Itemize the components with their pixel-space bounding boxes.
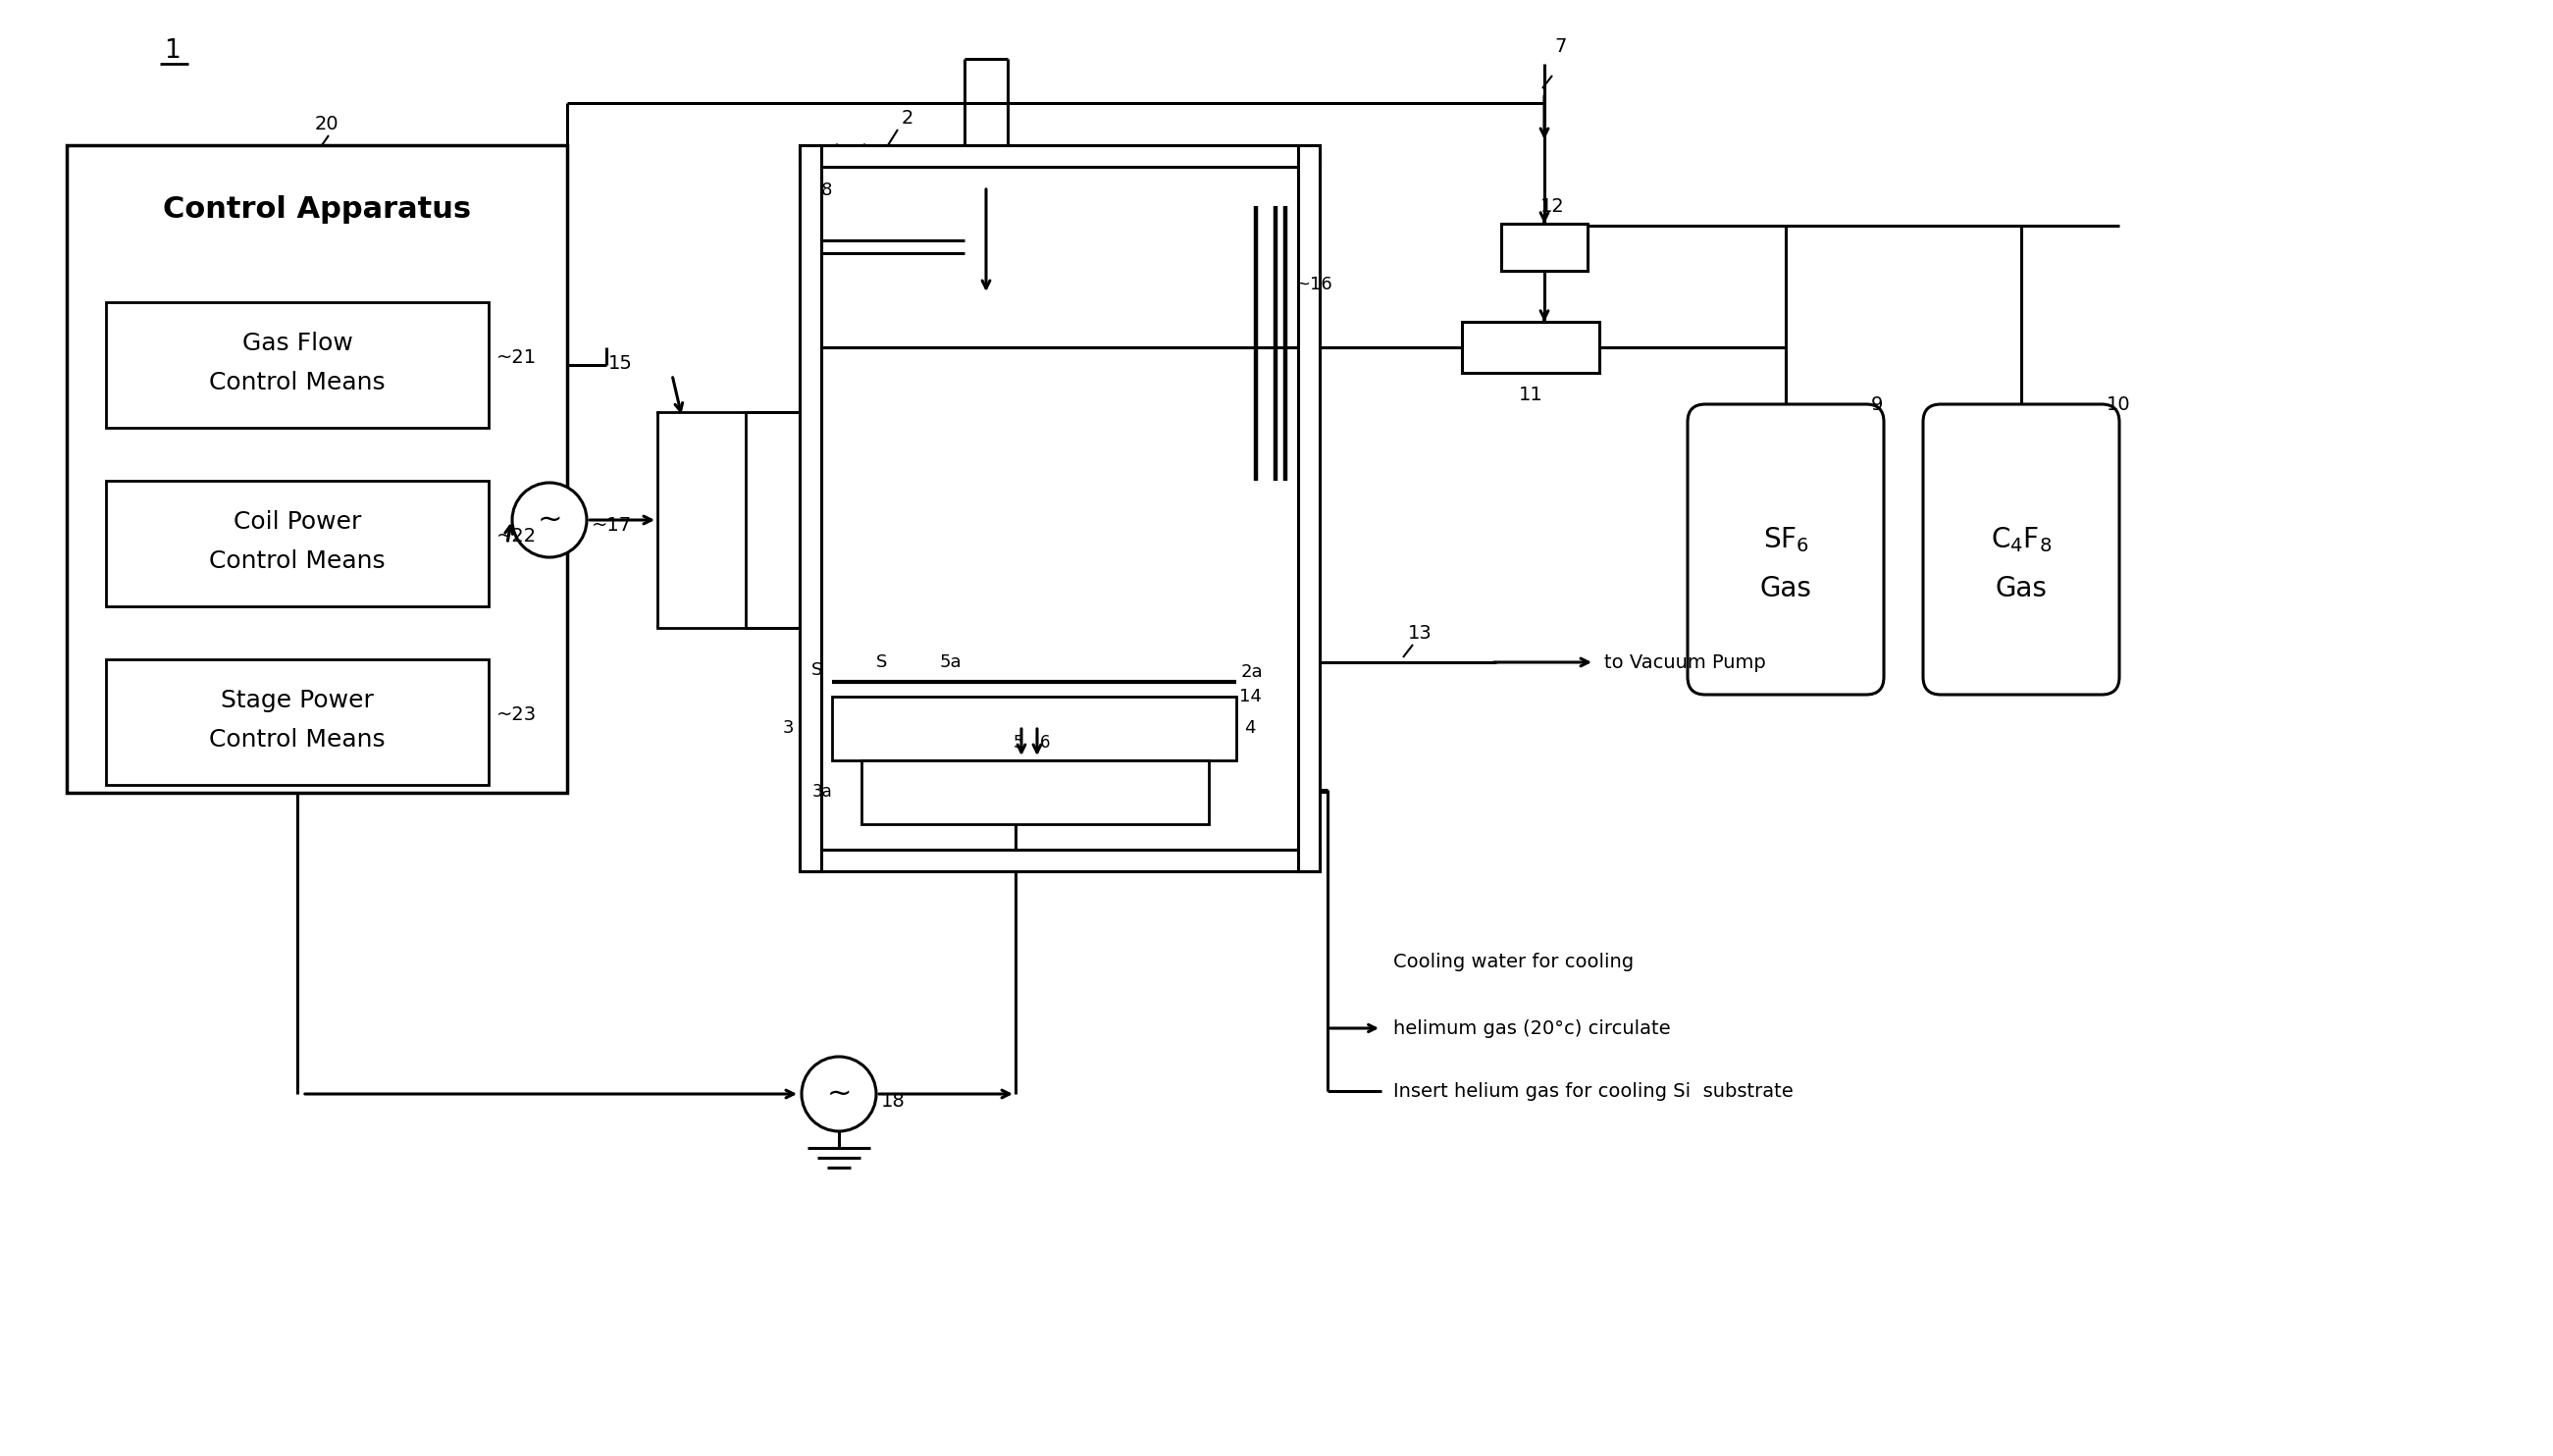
FancyBboxPatch shape [1922, 405, 2119, 695]
Text: 20: 20 [314, 115, 340, 132]
Bar [1463, 322, 1598, 373]
Bar [860, 760, 1208, 824]
Text: 3: 3 [781, 719, 794, 737]
Text: Insert helium gas for cooling Si  substrate: Insert helium gas for cooling Si substra… [1394, 1082, 1792, 1101]
Bar [107, 480, 488, 606]
Text: 12: 12 [1539, 197, 1565, 215]
Text: 18: 18 [881, 1092, 906, 1111]
Bar [799, 850, 1320, 871]
Bar [1501, 224, 1588, 271]
FancyBboxPatch shape [1688, 405, 1884, 695]
Text: 6: 6 [1039, 734, 1049, 751]
Text: ~: ~ [827, 1080, 850, 1108]
Bar [656, 412, 745, 628]
Text: Gas: Gas [1996, 575, 2048, 603]
Text: Gas Flow: Gas Flow [243, 332, 352, 355]
Text: ~: ~ [536, 505, 562, 534]
Bar [66, 146, 567, 792]
Bar [107, 660, 488, 785]
Text: Cooling water for cooling: Cooling water for cooling [1394, 952, 1634, 971]
Text: ~16: ~16 [1294, 275, 1333, 293]
Text: 15: 15 [608, 354, 633, 373]
Circle shape [513, 483, 587, 558]
Text: 10: 10 [2106, 395, 2132, 414]
Text: Control Means: Control Means [209, 728, 386, 751]
Text: 5a: 5a [940, 654, 962, 671]
Text: S: S [812, 661, 822, 678]
Text: 7: 7 [1555, 36, 1568, 55]
Text: 11: 11 [1519, 384, 1542, 403]
Text: 8: 8 [822, 182, 832, 199]
Text: C$_4$F$_8$: C$_4$F$_8$ [1991, 526, 2053, 555]
Text: SF$_6$: SF$_6$ [1762, 526, 1808, 555]
Text: 3a: 3a [812, 783, 832, 801]
Text: 5: 5 [1014, 734, 1024, 751]
Circle shape [802, 1057, 876, 1131]
Text: 14: 14 [1238, 687, 1261, 706]
Bar [107, 303, 488, 428]
Bar [799, 146, 822, 871]
Bar [799, 146, 1320, 167]
Text: 2a: 2a [1241, 664, 1264, 681]
Text: 9: 9 [1871, 395, 1884, 414]
Text: to Vacuum Pump: to Vacuum Pump [1603, 652, 1767, 671]
Text: ~21: ~21 [495, 348, 536, 367]
Text: 1: 1 [163, 38, 179, 64]
Text: Control Apparatus: Control Apparatus [163, 195, 470, 223]
Text: Control Means: Control Means [209, 371, 386, 395]
Text: ~22: ~22 [495, 527, 536, 545]
Text: Control Means: Control Means [209, 549, 386, 574]
Text: helimum gas (20°c) circulate: helimum gas (20°c) circulate [1394, 1019, 1670, 1038]
Text: ~23: ~23 [495, 705, 536, 724]
Text: ~17: ~17 [592, 515, 633, 534]
Text: Coil Power: Coil Power [232, 510, 363, 534]
Text: 4: 4 [1243, 719, 1256, 737]
Text: Stage Power: Stage Power [220, 689, 373, 712]
Text: 2: 2 [901, 108, 914, 127]
Bar [1297, 146, 1320, 871]
Text: Gas: Gas [1759, 575, 1813, 603]
Text: 13: 13 [1407, 623, 1432, 642]
Bar [832, 696, 1236, 760]
Text: S: S [876, 654, 888, 671]
